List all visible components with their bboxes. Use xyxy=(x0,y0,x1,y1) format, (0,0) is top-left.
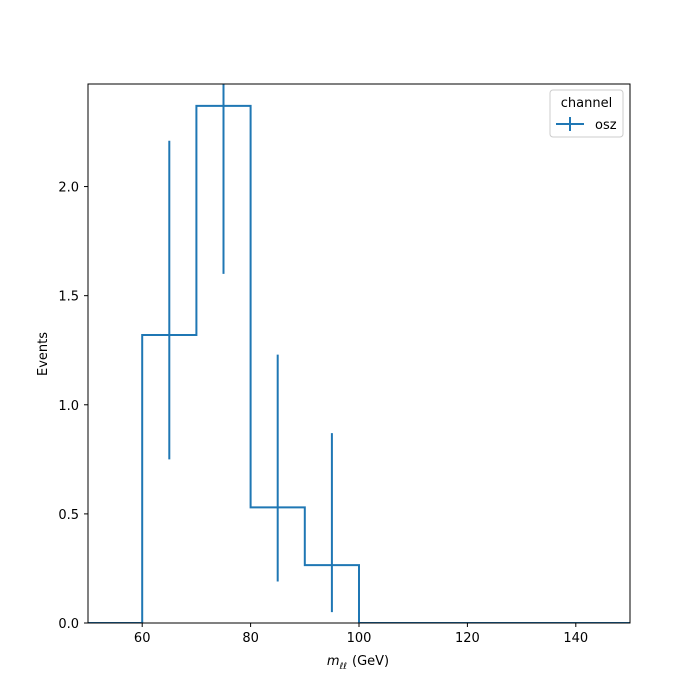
y-tick-label: 1.5 xyxy=(58,290,79,305)
y-tick-label: 2.0 xyxy=(58,181,79,196)
x-axis-label: mℓℓ (GeV) xyxy=(327,654,389,672)
y-tick-label: 0.0 xyxy=(58,617,79,632)
y-tick-label: 0.5 xyxy=(58,508,79,523)
plot-area xyxy=(88,84,630,623)
x-tick-label: 100 xyxy=(347,631,372,646)
x-axis-label-subscript: ℓℓ xyxy=(339,662,347,672)
y-axis-ticks: 0.0 0.5 1.0 1.5 2.0 xyxy=(58,181,88,632)
legend: channel osz xyxy=(549,89,624,138)
x-tick-label: 80 xyxy=(242,631,259,646)
y-tick-label: 1.0 xyxy=(58,399,79,414)
x-axis-label-unit: (GeV) xyxy=(352,654,389,669)
x-axis-label-symbol: m xyxy=(327,654,340,669)
x-tick-label: 140 xyxy=(563,631,588,646)
x-axis-ticks: 60 80 100 120 140 xyxy=(134,623,588,646)
legend-title: channel xyxy=(561,96,612,111)
legend-box xyxy=(549,89,624,138)
x-tick-label: 60 xyxy=(134,631,151,646)
histogram-step-line xyxy=(88,104,630,623)
x-tick-label: 120 xyxy=(455,631,480,646)
legend-entry-osz: osz xyxy=(595,118,617,133)
error-bars xyxy=(168,84,333,613)
y-axis-label: Events xyxy=(36,332,51,376)
